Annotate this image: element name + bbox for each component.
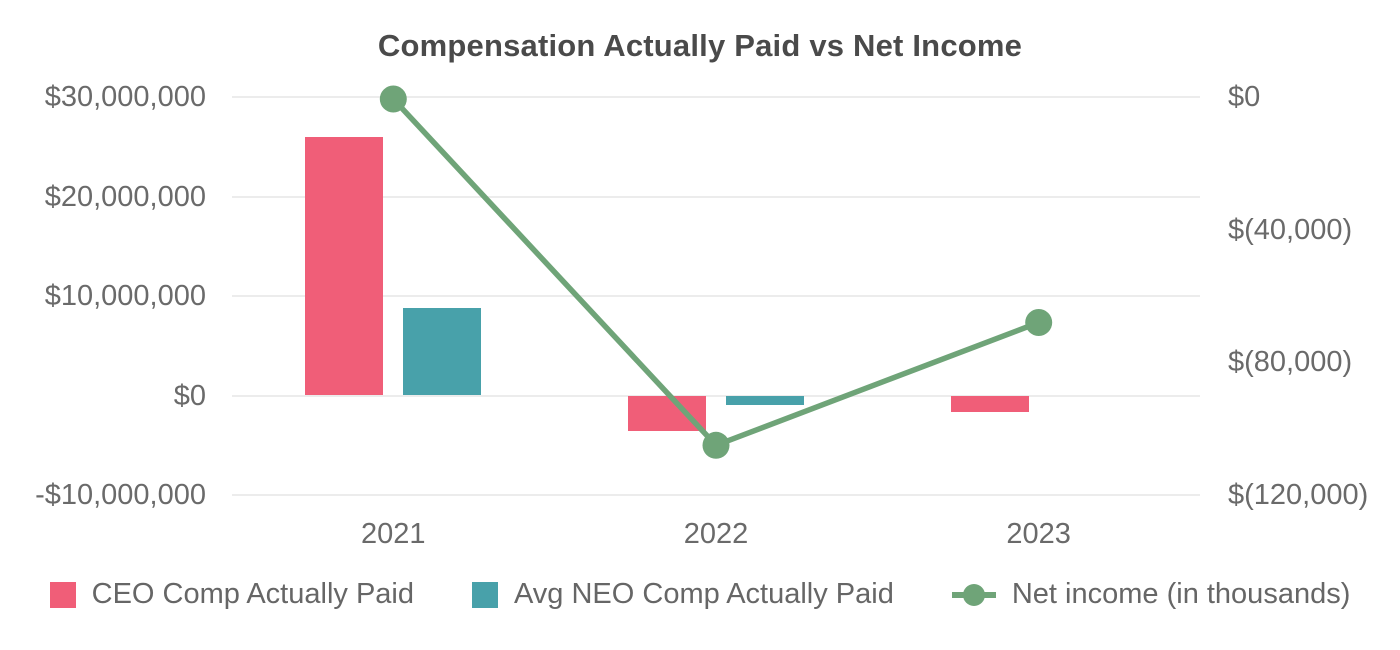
- x-axis-label-2023: 2023: [1006, 518, 1071, 550]
- left-axis-tick-label: $0: [173, 379, 206, 412]
- point-net-income-in-thousands-2023[interactable]: [1025, 309, 1053, 336]
- x-axis-label-2021: 2021: [361, 518, 426, 550]
- chart-title: Compensation Actually Paid vs Net Income: [377, 28, 1023, 63]
- bar-ceo-comp-actually-paid-2022[interactable]: [628, 395, 706, 432]
- bar-avg-neo-comp-actually-paid-2022[interactable]: [726, 395, 804, 406]
- gridline: [232, 494, 1200, 496]
- x-axis-label-2022: 2022: [683, 518, 749, 550]
- legend-swatch-icon: [471, 581, 498, 608]
- legend-label: Avg NEO Comp Actually Paid: [513, 578, 894, 610]
- legend-item-ceo-comp-actually-paid[interactable]: CEO Comp Actually Paid: [49, 578, 414, 611]
- legend-label: Net income (in thousands): [1011, 578, 1351, 610]
- right-axis-tick-label: $(80,000): [1228, 346, 1353, 379]
- bar-avg-neo-comp-actually-paid-2021[interactable]: [403, 307, 482, 396]
- legend: CEO Comp Actually Paid Avg NEO Comp Actua…: [0, 578, 1400, 611]
- bar-ceo-comp-actually-paid-2023[interactable]: [950, 395, 1029, 413]
- legend-line-dot-icon: [951, 582, 996, 608]
- point-net-income-in-thousands-2021[interactable]: [379, 85, 407, 113]
- point-net-income-in-thousands-2022[interactable]: [702, 431, 730, 459]
- right-axis-tick-label: $0: [1228, 81, 1261, 113]
- gridline: [232, 96, 1200, 98]
- right-axis-tick-label: $(120,000): [1228, 479, 1369, 511]
- left-axis-tick-label: $20,000,000: [44, 180, 206, 213]
- right-axis-tick-label: $(40,000): [1228, 213, 1353, 246]
- bar-ceo-comp-actually-paid-2021[interactable]: [305, 136, 384, 396]
- left-axis-tick-label: -$10,000,000: [35, 479, 206, 511]
- left-axis-tick-label: $10,000,000: [44, 280, 206, 312]
- legend-label: CEO Comp Actually Paid: [91, 578, 414, 610]
- legend-item-net-income-in-thousands[interactable]: Net income (in thousands): [951, 578, 1351, 611]
- left-axis-tick-label: $30,000,000: [44, 81, 206, 113]
- line-net-income-in-thousands: [391, 97, 1040, 449]
- legend-swatch-icon: [49, 581, 76, 608]
- legend-item-avg-neo-comp-actually-paid[interactable]: Avg NEO Comp Actually Paid: [471, 578, 894, 611]
